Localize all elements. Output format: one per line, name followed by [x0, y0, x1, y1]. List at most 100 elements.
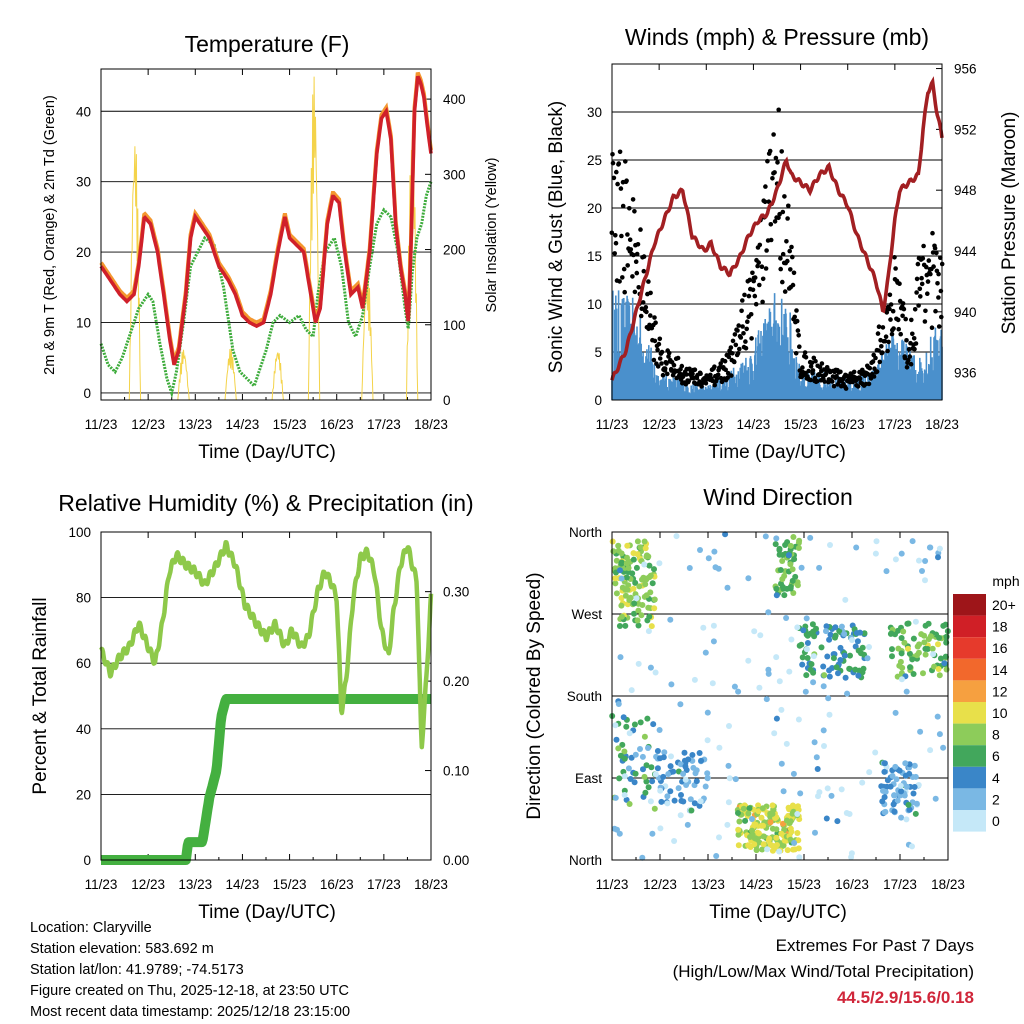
- wind-direction-point: [795, 803, 801, 810]
- wind-direction-point: [910, 671, 917, 677]
- wind-direction-point: [919, 568, 925, 574]
- wind-direction-point: [825, 695, 832, 702]
- wind-direction-point: [651, 566, 657, 573]
- wind-direction-point: [688, 807, 695, 814]
- wind-direction-point: [756, 684, 763, 691]
- wind-direction-point: [897, 658, 904, 665]
- wind-direction-point: [626, 597, 633, 603]
- wind-direction-point: [781, 592, 788, 599]
- wind-direction-point: [643, 762, 650, 769]
- gust-point: [749, 336, 754, 341]
- gust-point: [932, 245, 938, 251]
- y-right-tick-label: 100: [443, 318, 466, 333]
- wind-direction-point: [625, 765, 632, 772]
- gust-point: [739, 308, 744, 314]
- gust-point: [806, 368, 811, 374]
- wind-direction-point: [746, 805, 753, 812]
- wind-direction-point: [623, 574, 630, 581]
- gust-point: [915, 261, 921, 267]
- gust-point: [809, 360, 815, 366]
- x-tick-label: 15/23: [787, 877, 821, 892]
- wind-direction-point: [866, 644, 872, 650]
- wind-direction-point: [702, 649, 709, 656]
- wind-direction-point: [647, 664, 654, 671]
- wind-direction-point: [847, 652, 853, 659]
- x-tick-label: 17/23: [367, 877, 401, 892]
- gust-point: [671, 362, 677, 368]
- wind-direction-point: [740, 805, 747, 812]
- wind-direction-point: [942, 653, 949, 660]
- wind-direction-point: [713, 853, 720, 859]
- wind-direction-point: [832, 624, 839, 631]
- wind-direction-point: [711, 548, 718, 555]
- wind-direction-point: [643, 576, 650, 583]
- gust-point: [759, 264, 765, 270]
- wind-direction-point: [681, 749, 688, 756]
- y-tick-label: 30: [587, 105, 602, 120]
- gust-point: [902, 355, 908, 361]
- wind-direction-point: [787, 542, 794, 549]
- extremes-title: Extremes For Past 7 Days: [775, 936, 974, 955]
- x-tick-label: 18/23: [925, 417, 959, 432]
- gust-point: [843, 386, 849, 391]
- wind-direction-ylabel: Direction (Colored By Speed): [524, 572, 545, 819]
- wind-direction-point: [619, 741, 626, 748]
- winds-ylabel: Sonic Wind & Gust (Blue, Black): [546, 101, 567, 373]
- wind-direction-point: [656, 560, 663, 567]
- temperature-ylabel: 2m & 9m T (Red, Orange) & 2m Td (Green): [42, 95, 58, 375]
- gust-point: [665, 371, 670, 377]
- gust-point: [772, 170, 777, 175]
- wind-direction-point: [936, 672, 943, 679]
- x-tick-label: 15/23: [273, 877, 307, 892]
- gust-point: [756, 260, 761, 265]
- wind-direction-point: [621, 748, 628, 755]
- gust-point: [879, 350, 885, 355]
- legend-swatch: [953, 702, 986, 724]
- wind-direction-point: [917, 728, 924, 735]
- wind-direction-point: [787, 585, 794, 592]
- y-right-tick-label: 0: [443, 393, 451, 408]
- wind-direction-point: [651, 596, 658, 603]
- wind-direction-point: [820, 727, 827, 734]
- wind-direction-point: [879, 798, 886, 805]
- wind-direction-point: [618, 575, 625, 582]
- y-right-tick-label: 936: [954, 366, 977, 381]
- x-tick-label: 17/23: [878, 417, 912, 432]
- gust-point: [740, 324, 745, 329]
- wind-direction-point: [763, 696, 770, 703]
- wind-direction-point: [613, 590, 620, 597]
- gust-point: [780, 251, 786, 257]
- temperature-panel: Temperature (F) 11/23 12/23 13/23 14/23 15/2…: [42, 31, 500, 463]
- wind-direction-point: [710, 638, 717, 645]
- gust-point: [912, 307, 918, 312]
- gust-point: [690, 371, 695, 377]
- gust-point: [782, 194, 787, 199]
- wind-direction-point: [716, 744, 723, 751]
- y-right-tick-label: 952: [954, 122, 977, 137]
- gust-point: [625, 263, 630, 268]
- y-tick-label: 20: [76, 245, 91, 260]
- gust-point: [911, 336, 917, 341]
- gust-point: [633, 259, 639, 265]
- gust-point: [778, 266, 783, 272]
- wind-direction-point: [630, 556, 637, 563]
- x-tick-label: 12/23: [642, 417, 676, 432]
- gust-point: [708, 372, 713, 378]
- gust-point: [743, 339, 748, 344]
- gust-point: [740, 298, 745, 303]
- gust-point: [675, 355, 681, 361]
- gust-point: [780, 209, 786, 215]
- gust-point: [620, 203, 626, 209]
- wind-direction-point: [882, 808, 889, 815]
- solar-insolation-line: [177, 349, 190, 401]
- wind-direction-point: [657, 825, 664, 832]
- gust-point: [910, 331, 915, 337]
- wind-direction-point: [773, 654, 780, 661]
- gust-point: [719, 379, 725, 385]
- gust-point: [938, 255, 943, 260]
- wind-direction-point: [837, 657, 844, 663]
- wind-direction-point: [903, 688, 910, 695]
- wind-direction-point: [668, 681, 675, 688]
- wind-direction-point: [609, 538, 616, 545]
